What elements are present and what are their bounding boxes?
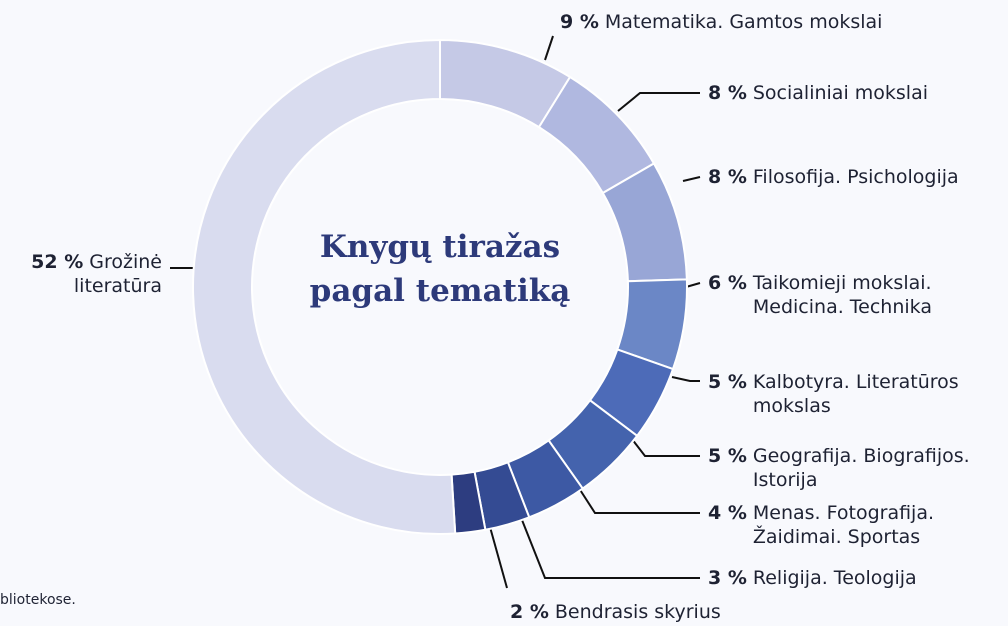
category-label: Filosofija. Psichologija — [752, 166, 959, 188]
data-label: 5 % Geografija. Biografijos. Istorija — [708, 444, 1005, 492]
value-label: 4 % — [708, 502, 747, 524]
data-label: 9 % Matematika. Gamtos mokslai — [560, 10, 882, 34]
value-label: 6 % — [708, 272, 747, 294]
data-label: 4 % Menas. Fotografija. Žaidimai. Sportas — [708, 501, 968, 549]
data-label: 2 % Bendrasis skyrius — [510, 600, 721, 624]
slice — [191, 38, 457, 535]
category-label: Geografija. Biografijos. Istorija — [752, 445, 970, 491]
chart-title: Knygų tiražas pagal tematiką — [309, 229, 571, 309]
data-label: 8 % Socialiniai mokslai — [708, 81, 928, 105]
leader — [617, 92, 700, 112]
leader — [521, 519, 700, 579]
value-label: 8 % — [708, 82, 747, 104]
value-label: 9 % — [560, 11, 599, 33]
value-label: 2 % — [510, 601, 549, 623]
leader — [489, 526, 508, 589]
value-label: 52 % — [31, 251, 84, 273]
leader — [682, 176, 701, 182]
value-label: 3 % — [708, 567, 747, 589]
category-label: Bendrasis skyrius — [554, 601, 721, 623]
value-label: 5 % — [708, 371, 747, 393]
leader — [685, 282, 701, 288]
category-label: Matematika. Gamtos mokslai — [604, 11, 883, 33]
category-label: Religija. Teologija — [752, 567, 917, 589]
data-label: 8 % Filosofija. Psichologija — [708, 165, 959, 189]
footnote: bliotekose. — [0, 592, 76, 608]
data-label: 6 % Taikomieji mokslai. Medicina. Technik… — [708, 271, 963, 319]
leader — [574, 481, 700, 514]
leader — [671, 376, 700, 382]
value-label: 8 % — [708, 166, 747, 188]
leader — [544, 35, 554, 61]
data-label: 5 % Kalbotyra. Literatūros mokslas — [708, 370, 988, 418]
category-label: Kalbotyra. Literatūros mokslas — [752, 371, 959, 417]
data-label: 3 % Religija. Teologija — [708, 566, 917, 590]
data-label: 52 % Grožinė literatūra — [0, 250, 162, 298]
category-label: Grožinė literatūra — [73, 251, 162, 297]
value-label: 5 % — [708, 445, 747, 467]
category-label: Taikomieji mokslai. Medicina. Technika — [752, 272, 932, 318]
category-label: Socialiniai mokslai — [752, 82, 929, 104]
category-label: Menas. Fotografija. Žaidimai. Sportas — [752, 502, 935, 548]
